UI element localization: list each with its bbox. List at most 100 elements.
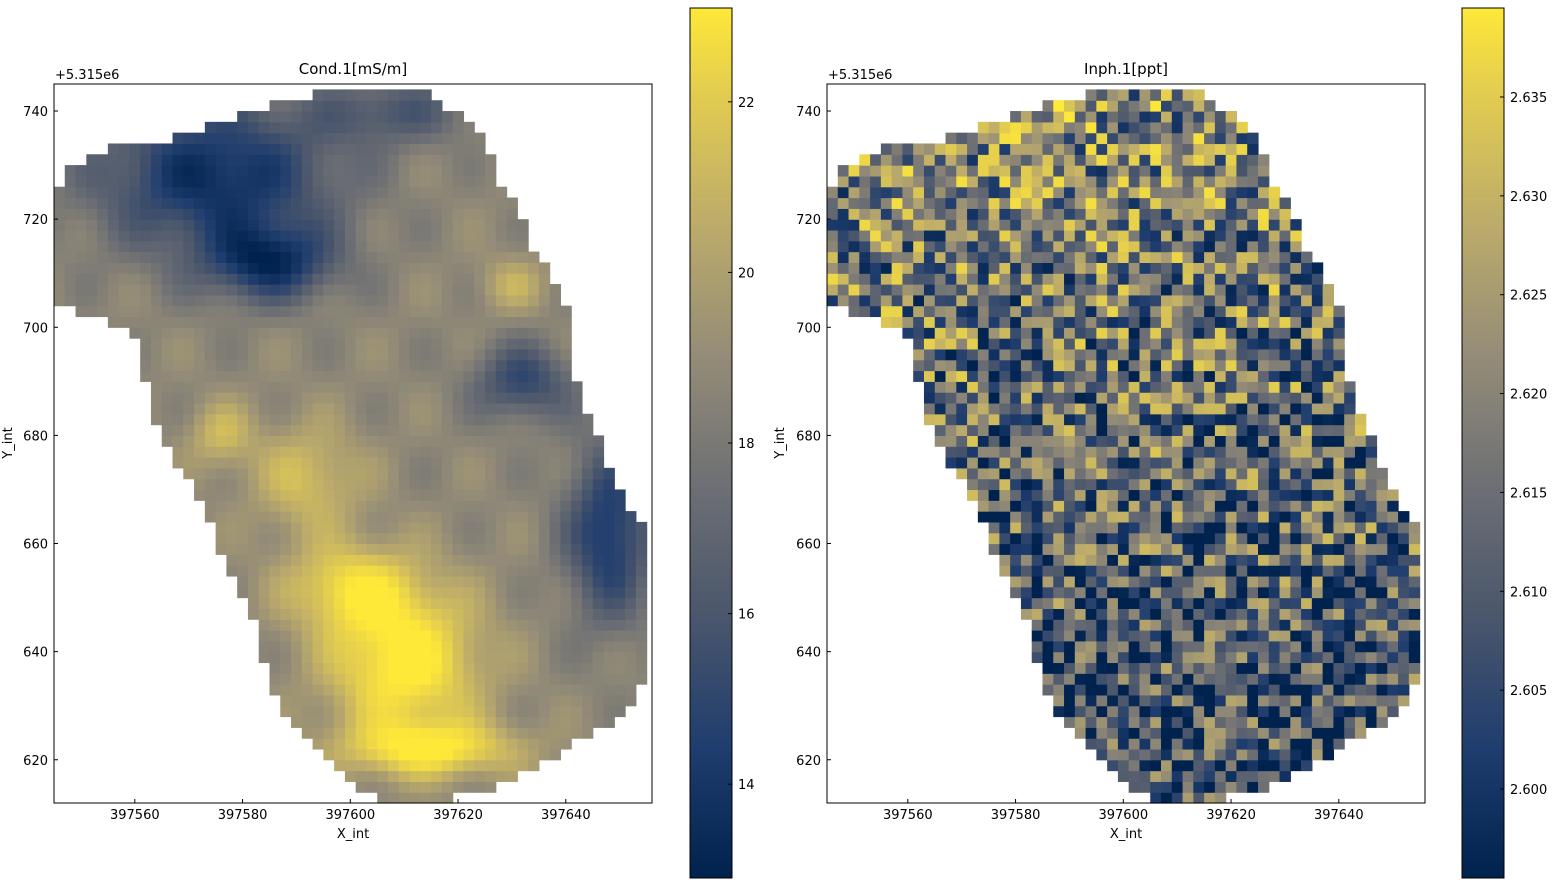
heatmap-cell (528, 651, 540, 664)
heatmap-cell (280, 575, 292, 588)
heatmap-cell (474, 748, 486, 761)
heatmap-cell (1074, 489, 1087, 501)
heatmap-cell (1408, 662, 1421, 674)
heatmap-cell (441, 251, 454, 263)
heatmap-cell (258, 338, 271, 350)
heatmap-cell (1204, 413, 1216, 426)
heatmap-cell (301, 413, 314, 426)
heatmap-cell (923, 413, 936, 426)
heatmap-cell (398, 186, 411, 199)
heatmap-cell (1064, 705, 1076, 718)
heatmap-cell (1096, 208, 1108, 220)
heatmap-cell (1214, 435, 1227, 447)
heatmap-cell (848, 165, 860, 177)
y-tick-label: 700 (796, 321, 821, 336)
heatmap-cell (1085, 370, 1097, 382)
heatmap-cell (1290, 673, 1302, 685)
heatmap-cell (528, 370, 540, 382)
heatmap-cell (1311, 273, 1324, 285)
heatmap-cell (441, 413, 454, 426)
heatmap-cell (1074, 413, 1087, 426)
heatmap-cell (1279, 716, 1291, 728)
heatmap-cell (1214, 705, 1227, 718)
heatmap-cell (517, 684, 529, 696)
heatmap-cell (956, 229, 968, 242)
heatmap-cell (1182, 402, 1194, 415)
heatmap-cell (344, 100, 357, 112)
heatmap-cell (592, 511, 605, 523)
heatmap-cell (258, 630, 271, 642)
heatmap-cell (1171, 748, 1184, 761)
heatmap-cell (1161, 770, 1173, 782)
heatmap-cell (1074, 251, 1087, 263)
heatmap-cell (1031, 186, 1044, 199)
heatmap-cell (150, 284, 163, 296)
heatmap-cell (172, 457, 184, 469)
heatmap-cell (1182, 521, 1194, 534)
heatmap-cell (1096, 186, 1108, 199)
heatmap-cell (183, 186, 195, 199)
heatmap-cell (848, 175, 860, 188)
heatmap-cell (1161, 381, 1173, 393)
heatmap-cell (934, 175, 947, 188)
heatmap-cell (603, 575, 615, 588)
heatmap-cell (420, 446, 432, 458)
heatmap-cell (484, 694, 497, 707)
heatmap-cell (269, 100, 281, 112)
heatmap-cell (1010, 305, 1022, 318)
heatmap-cell (409, 532, 421, 545)
heatmap-cell (334, 478, 346, 491)
heatmap-cell (1290, 478, 1302, 491)
heatmap-cell (1257, 413, 1270, 426)
heatmap-cell (409, 478, 421, 491)
heatmap-cell (1139, 154, 1151, 166)
heatmap-cell (1268, 716, 1281, 728)
heatmap-cell (1247, 467, 1259, 480)
heatmap-cell (1268, 435, 1281, 447)
heatmap-cell (1268, 705, 1281, 718)
heatmap-cell (848, 262, 860, 274)
heatmap-cell (1257, 165, 1270, 177)
heatmap-cell (1117, 186, 1130, 199)
heatmap-cell (549, 694, 562, 707)
heatmap-cell (1074, 111, 1087, 123)
heatmap-cell (913, 327, 925, 339)
heatmap-cell (625, 554, 637, 566)
heatmap-cell (355, 219, 368, 231)
heatmap-cell (1279, 229, 1291, 242)
heatmap-cell (1214, 251, 1227, 263)
heatmap-cell (635, 521, 648, 534)
heatmap-cell (441, 770, 454, 782)
heatmap-cell (495, 413, 508, 426)
heatmap-cell (977, 294, 990, 307)
heatmap-cell (334, 186, 346, 199)
heatmap-cell (1354, 511, 1367, 523)
heatmap-cell (1225, 759, 1238, 772)
heatmap-cell (967, 359, 979, 372)
heatmap-cell (183, 262, 195, 274)
heatmap-cell (1225, 727, 1238, 739)
heatmap-cell (1128, 478, 1141, 491)
heatmap-cell (344, 381, 357, 393)
heatmap-cell (1236, 467, 1248, 480)
heatmap-cell (1204, 738, 1216, 750)
heatmap-cell (1225, 305, 1238, 318)
heatmap-cell (1064, 197, 1076, 209)
heatmap-cell (538, 359, 551, 372)
heatmap-cell (226, 132, 238, 145)
heatmap-cell (956, 402, 968, 415)
heatmap-cell (1107, 154, 1119, 166)
heatmap-cell (1020, 478, 1033, 491)
heatmap-cell (1257, 402, 1270, 415)
heatmap-cell (1290, 240, 1302, 253)
heatmap-cell (161, 219, 174, 231)
heatmap-cell (1085, 532, 1097, 545)
heatmap-cell (1161, 143, 1173, 155)
heatmap-cell (215, 251, 227, 263)
heatmap-cell (280, 229, 292, 242)
heatmap-cell (172, 348, 184, 361)
heatmap-cell (1107, 694, 1119, 707)
heatmap-cell (312, 705, 324, 718)
heatmap-cell (571, 435, 583, 447)
heatmap-cell (377, 413, 389, 426)
